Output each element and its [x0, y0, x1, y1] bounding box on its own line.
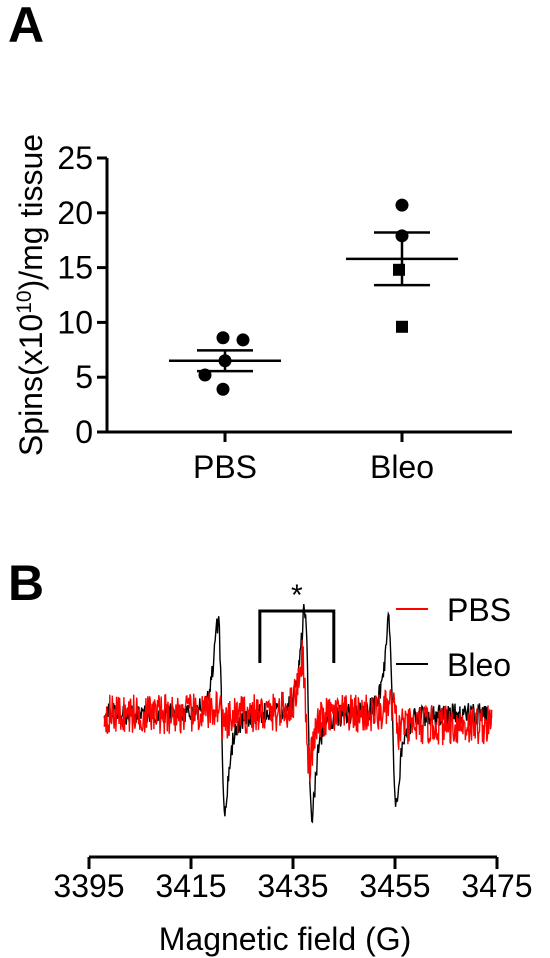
x-tick-label: 3435 [257, 868, 328, 904]
data-point [216, 331, 230, 345]
panel-b-label: B [8, 555, 44, 611]
panel-a-scatter: 0 5 10 15 20 25 PBS Bleo [57, 140, 512, 485]
significance-bracket [258, 609, 336, 663]
legend: PBS Bleo [396, 592, 511, 683]
panel-b-x-axis-title: Magnetic field (G) [159, 921, 412, 957]
panel-a-y-axis-title: Spins(x1010)/mg tissue [13, 134, 50, 456]
x-tick-label: 3475 [461, 868, 532, 904]
data-point [218, 354, 232, 368]
data-point-square [396, 320, 408, 333]
y-tick-label: 10 [57, 304, 93, 340]
y-tick-label: 15 [57, 250, 93, 286]
data-point [236, 333, 250, 347]
x-tick-label: 3455 [359, 868, 430, 904]
data-point [395, 229, 409, 243]
y-tick-label: 5 [75, 359, 93, 395]
x-tick-label: PBS [193, 449, 257, 485]
x-tick-label: 3395 [53, 868, 124, 904]
x-tick-label: 3415 [155, 868, 226, 904]
data-point [395, 198, 409, 212]
series-line-pbs [103, 639, 493, 782]
y-tick-label: 0 [75, 414, 93, 450]
significance-star: * [291, 579, 303, 612]
y-tick-label: 25 [57, 140, 93, 176]
y-tick-label: 20 [57, 195, 93, 231]
panel-b-spectrum: 3395 3415 3435 3455 3475 * [53, 579, 532, 904]
panel-a-label: A [8, 0, 44, 53]
data-point [216, 382, 230, 396]
data-point-square [393, 263, 405, 276]
data-point [198, 368, 212, 382]
legend-label-bleo: Bleo [447, 647, 511, 683]
x-tick-label: Bleo [370, 449, 434, 485]
legend-label-pbs: PBS [447, 592, 511, 628]
